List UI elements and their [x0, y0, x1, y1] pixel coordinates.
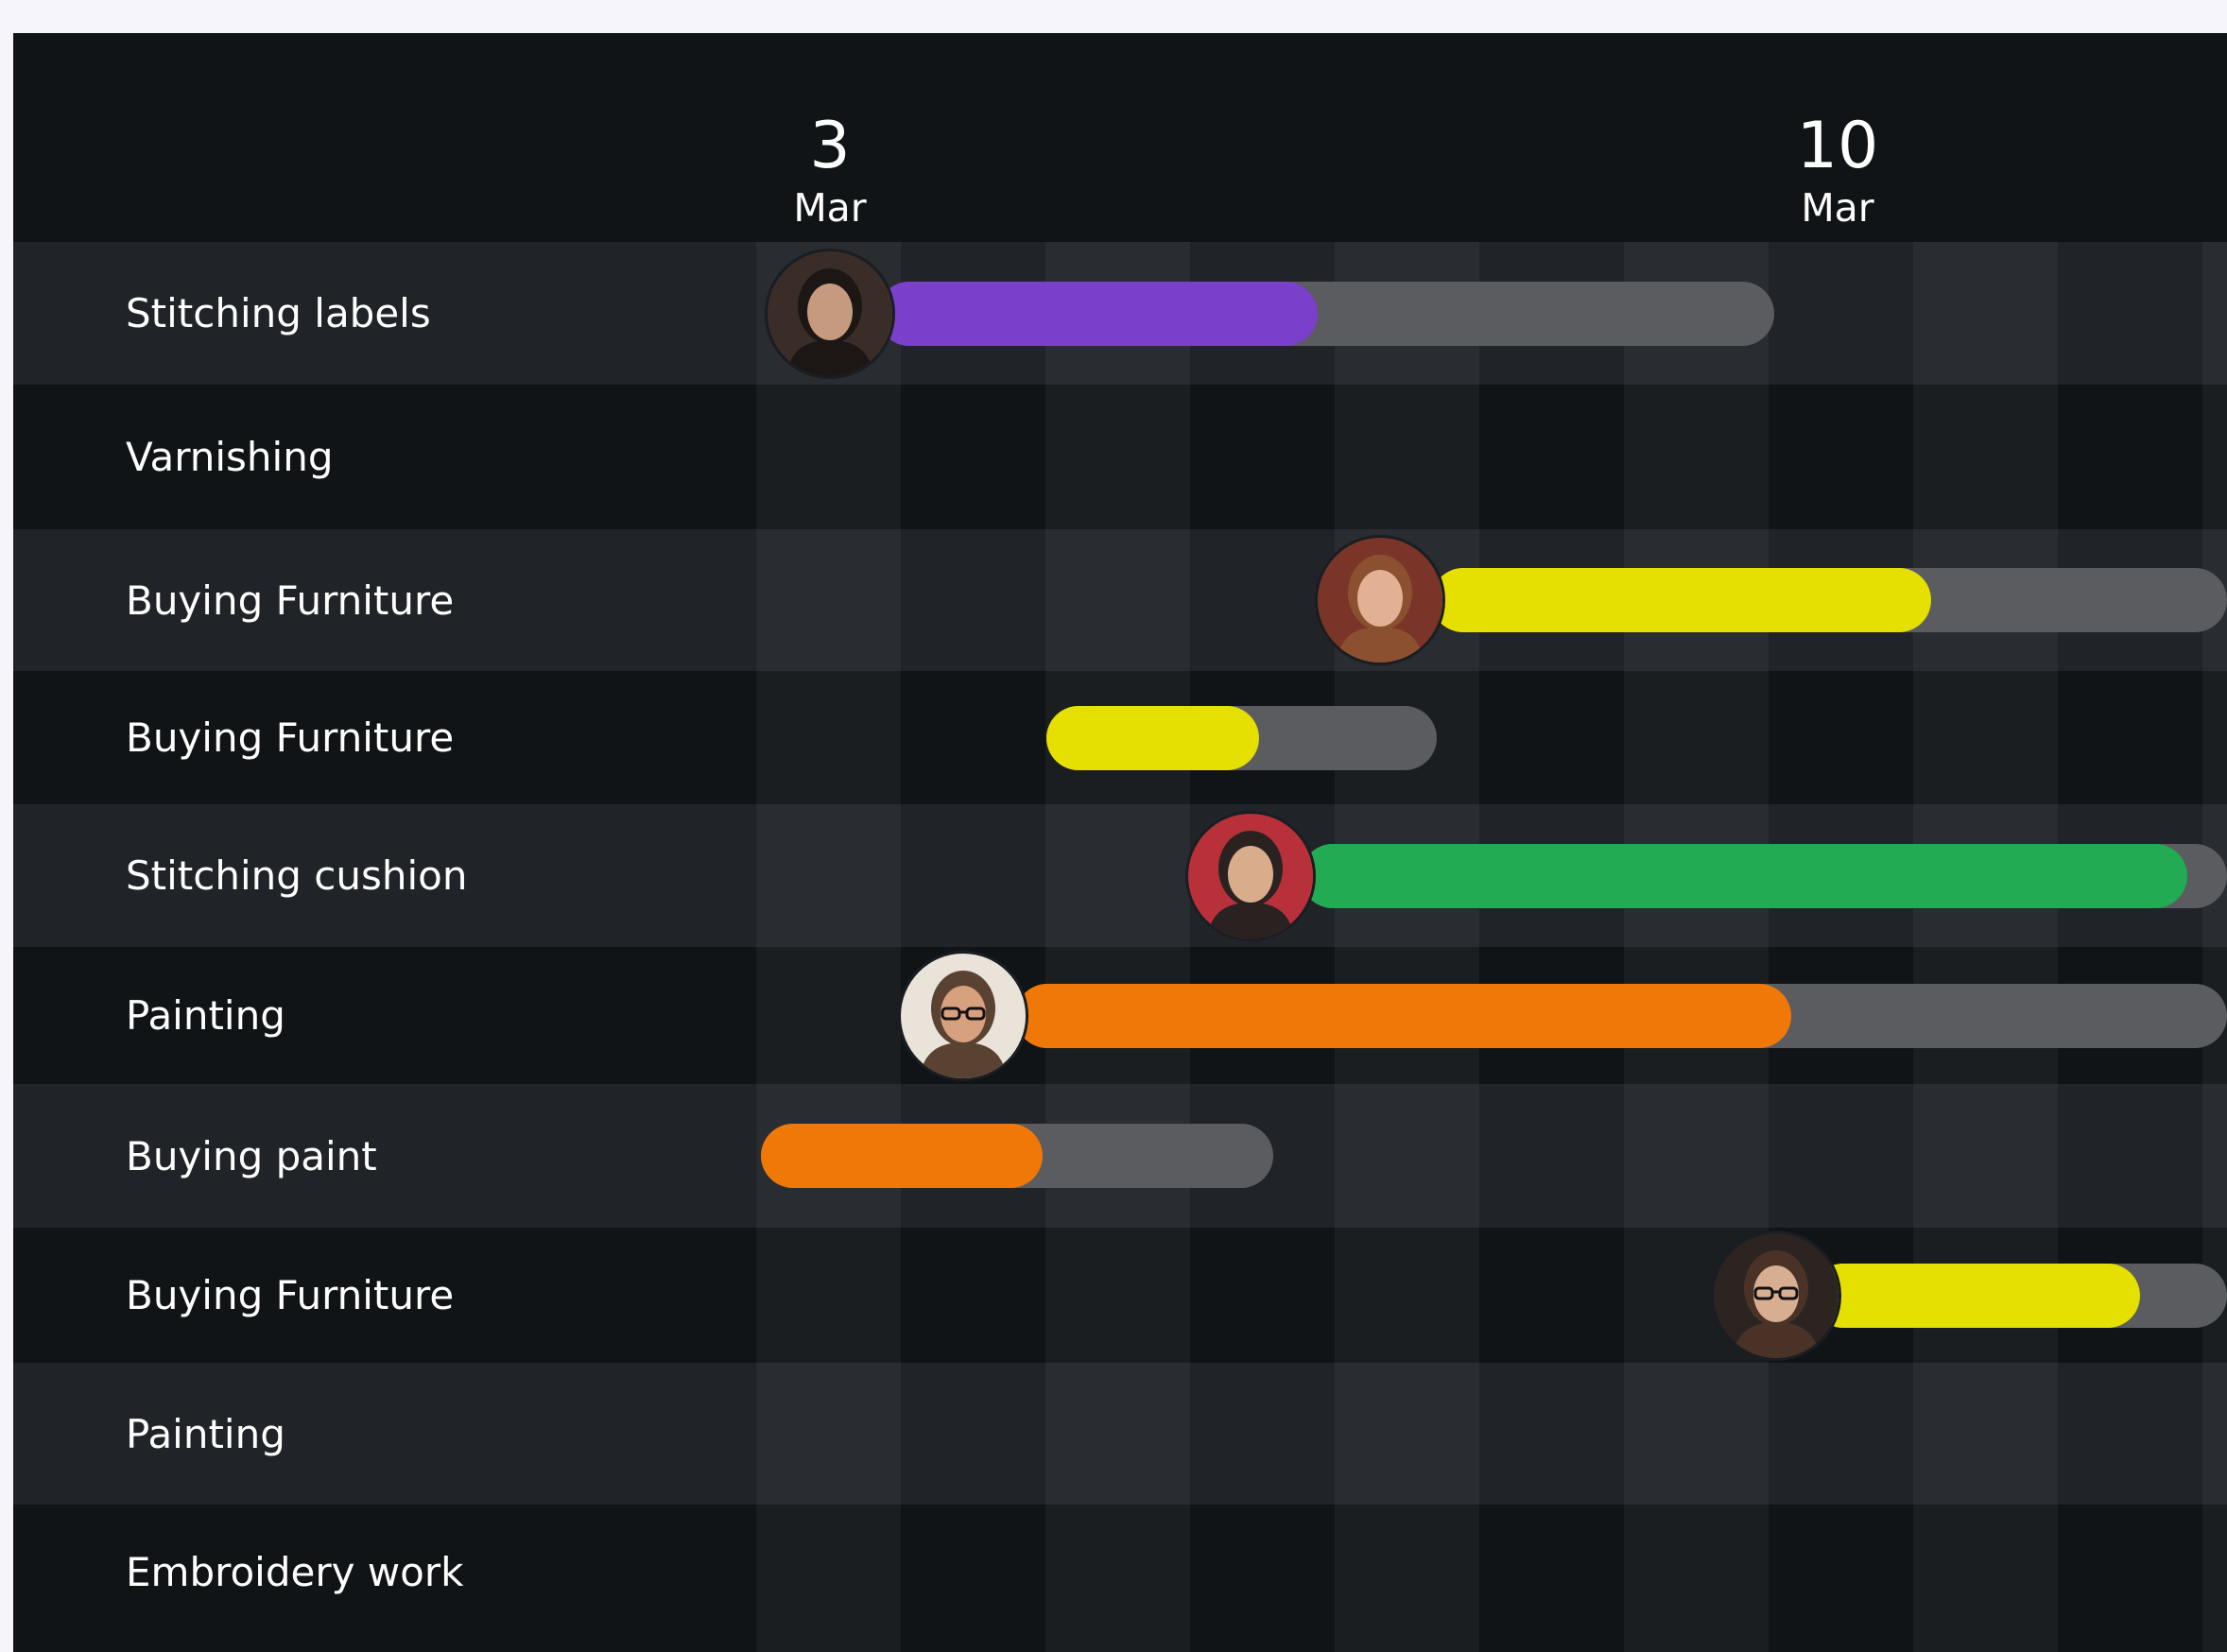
date-day: 10: [1796, 109, 1879, 183]
task-bar[interactable]: [761, 1124, 1273, 1188]
task-name: Painting: [126, 1410, 285, 1457]
task-bar[interactable]: [1301, 843, 2227, 908]
man-red-background-avatar[interactable]: [1188, 813, 1313, 938]
woman-dark-hair-avatar[interactable]: [768, 250, 892, 376]
woman-brick-wall-avatar[interactable]: [1318, 538, 1442, 663]
task-row[interactable]: Varnishing: [13, 385, 2227, 529]
task-bar[interactable]: [1046, 705, 1437, 770]
task-progress: [761, 1124, 1043, 1188]
task-name: Buying paint: [126, 1132, 377, 1179]
task-row[interactable]: Embroidery work: [13, 1505, 2227, 1640]
task-progress: [1811, 1263, 2140, 1328]
date-label-1: 10 Mar: [1752, 109, 1923, 232]
task-progress: [1301, 843, 2187, 908]
task-name: Stitching cushion: [126, 852, 468, 899]
task-name: Stitching labels: [126, 290, 431, 336]
task-progress: [1015, 983, 1791, 1048]
task-progress: [1431, 568, 1931, 632]
date-month: Mar: [1801, 185, 1874, 231]
task-name: Painting: [126, 992, 285, 1039]
task-bar[interactable]: [1015, 983, 2227, 1048]
date-label-0: 3 Mar: [745, 109, 915, 232]
task-progress: [1046, 705, 1259, 770]
task-name: Embroidery work: [126, 1549, 464, 1595]
task-bar[interactable]: [877, 281, 1774, 346]
task-row[interactable]: Painting: [13, 1363, 2227, 1505]
woman-glasses-avatar[interactable]: [1714, 1232, 1839, 1358]
task-name: Buying Furniture: [126, 1272, 455, 1318]
date-day: 3: [809, 109, 851, 183]
date-month: Mar: [793, 185, 867, 231]
timeline-header: 3 Mar 10 Mar: [13, 33, 2227, 242]
task-name: Buying Furniture: [126, 714, 455, 761]
task-bar[interactable]: [1431, 568, 2227, 632]
task-name: Buying Furniture: [126, 576, 455, 624]
task-bar[interactable]: [1811, 1263, 2227, 1328]
task-progress: [877, 281, 1318, 346]
task-name: Varnishing: [126, 434, 334, 480]
man-glasses-avatar[interactable]: [901, 953, 1026, 1078]
gantt-panel: 3 Mar 10 Mar Stitching labels Varnishing B…: [13, 33, 2227, 1652]
